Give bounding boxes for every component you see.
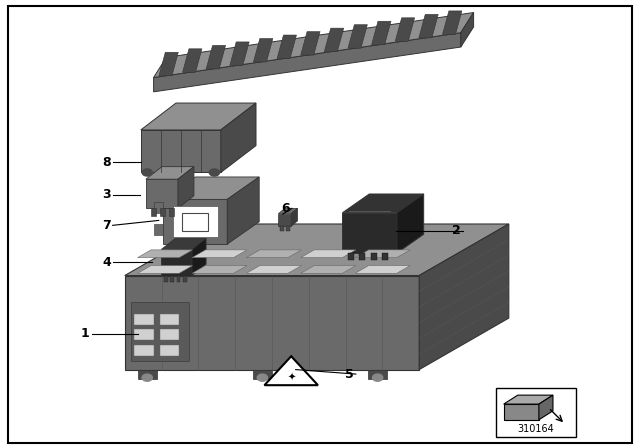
- Polygon shape: [419, 14, 438, 38]
- Text: 5: 5: [345, 367, 354, 381]
- Circle shape: [142, 169, 152, 176]
- Polygon shape: [163, 177, 259, 199]
- Polygon shape: [138, 250, 193, 258]
- Polygon shape: [342, 213, 397, 253]
- Polygon shape: [125, 276, 419, 370]
- Polygon shape: [348, 25, 367, 48]
- Text: 3: 3: [102, 188, 111, 202]
- Polygon shape: [154, 202, 163, 213]
- Polygon shape: [173, 206, 218, 237]
- Polygon shape: [170, 276, 174, 282]
- Polygon shape: [504, 395, 553, 404]
- Polygon shape: [192, 238, 206, 276]
- Polygon shape: [161, 238, 206, 250]
- Polygon shape: [161, 250, 192, 276]
- Bar: [134, 345, 154, 356]
- Polygon shape: [355, 266, 410, 273]
- Polygon shape: [182, 49, 202, 72]
- Polygon shape: [442, 11, 462, 34]
- Polygon shape: [146, 179, 178, 208]
- Polygon shape: [246, 266, 301, 273]
- Polygon shape: [178, 167, 194, 208]
- Polygon shape: [192, 266, 247, 273]
- Polygon shape: [141, 103, 256, 130]
- Polygon shape: [163, 199, 227, 244]
- Polygon shape: [159, 52, 179, 76]
- Polygon shape: [359, 253, 365, 260]
- Text: 7: 7: [102, 219, 111, 232]
- Polygon shape: [277, 35, 296, 59]
- Text: ✦: ✦: [287, 372, 295, 382]
- Polygon shape: [324, 28, 344, 52]
- Polygon shape: [125, 224, 509, 276]
- Polygon shape: [348, 253, 354, 260]
- Bar: [160, 345, 179, 356]
- Bar: [134, 314, 154, 325]
- Polygon shape: [164, 276, 168, 282]
- Polygon shape: [355, 250, 410, 258]
- Polygon shape: [461, 13, 474, 47]
- Bar: [160, 314, 179, 325]
- Polygon shape: [397, 194, 424, 253]
- Bar: [134, 329, 154, 340]
- Polygon shape: [372, 21, 391, 45]
- Polygon shape: [278, 208, 298, 214]
- Polygon shape: [160, 208, 165, 216]
- Polygon shape: [227, 177, 259, 244]
- Polygon shape: [169, 208, 174, 216]
- Polygon shape: [286, 226, 290, 231]
- Polygon shape: [504, 404, 539, 420]
- Polygon shape: [371, 253, 377, 260]
- Polygon shape: [253, 39, 273, 62]
- Polygon shape: [183, 276, 187, 282]
- Polygon shape: [419, 224, 509, 370]
- Polygon shape: [138, 370, 157, 379]
- Polygon shape: [280, 226, 284, 231]
- Polygon shape: [131, 302, 189, 361]
- Polygon shape: [264, 356, 318, 385]
- Text: 6: 6: [282, 202, 290, 215]
- Polygon shape: [278, 214, 291, 226]
- Text: 310164: 310164: [518, 424, 554, 434]
- Circle shape: [372, 374, 383, 381]
- Bar: [160, 329, 179, 340]
- Polygon shape: [221, 103, 256, 172]
- Polygon shape: [138, 266, 193, 273]
- Polygon shape: [342, 194, 424, 213]
- Circle shape: [257, 374, 268, 381]
- Polygon shape: [291, 208, 298, 226]
- Text: 1: 1: [81, 327, 90, 340]
- Polygon shape: [253, 370, 272, 379]
- Circle shape: [142, 374, 152, 381]
- Circle shape: [209, 169, 220, 176]
- Text: 2: 2: [452, 224, 461, 237]
- Polygon shape: [382, 253, 388, 260]
- Bar: [496, 388, 576, 437]
- Polygon shape: [154, 224, 163, 235]
- Polygon shape: [141, 130, 221, 172]
- Polygon shape: [146, 167, 194, 179]
- Text: 8: 8: [102, 155, 111, 169]
- Polygon shape: [301, 250, 356, 258]
- Polygon shape: [539, 395, 553, 420]
- Polygon shape: [396, 18, 415, 41]
- Polygon shape: [230, 42, 249, 65]
- Polygon shape: [192, 250, 247, 258]
- Text: 4: 4: [102, 255, 111, 269]
- Polygon shape: [177, 276, 180, 282]
- Polygon shape: [154, 13, 474, 78]
- Polygon shape: [301, 31, 320, 55]
- Polygon shape: [206, 45, 225, 69]
- Polygon shape: [154, 33, 461, 92]
- Polygon shape: [368, 370, 387, 379]
- Polygon shape: [301, 266, 356, 273]
- Polygon shape: [246, 250, 301, 258]
- Polygon shape: [151, 208, 156, 216]
